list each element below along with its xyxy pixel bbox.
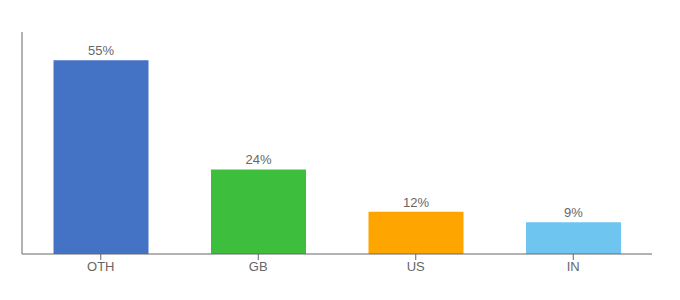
svg-text:US: US: [407, 259, 425, 274]
svg-text:GB: GB: [249, 259, 268, 274]
svg-text:24%: 24%: [245, 152, 271, 167]
svg-text:12%: 12%: [403, 195, 429, 210]
svg-text:IN: IN: [567, 259, 580, 274]
svg-text:OTH: OTH: [87, 259, 114, 274]
svg-text:9%: 9%: [564, 205, 583, 220]
svg-text:55%: 55%: [88, 43, 114, 58]
